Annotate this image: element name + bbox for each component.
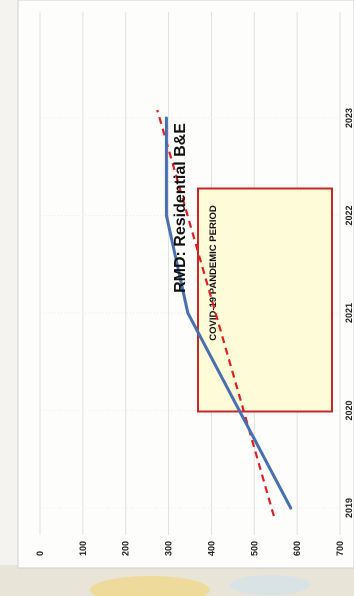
- chart-title: RMD: Residential B&E: [172, 123, 189, 293]
- value-tick-label-600: 600: [292, 541, 302, 556]
- value-tick-label-300: 300: [164, 541, 174, 556]
- annotation-layer: COVID-19 PANDEMIC PERIOD: [197, 187, 333, 413]
- axis-layer: 0 100 200 300 400 500 600 700 2019 2020 2021 2022 20…: [35, 108, 354, 556]
- year-tick-label-2023: 2023: [344, 108, 354, 128]
- series-layer: [156, 109, 293, 517]
- value-tick-label-100: 100: [78, 541, 88, 556]
- value-tick-label-700: 700: [335, 541, 345, 556]
- background-blur-blue: [230, 575, 310, 595]
- value-tick-label-200: 200: [121, 541, 131, 556]
- annotation-label-0: COVID-19 PANDEMIC PERIOD: [208, 205, 219, 341]
- year-tick-label-2021: 2021: [344, 303, 354, 323]
- year-tick-label-2019: 2019: [344, 498, 354, 518]
- value-tick-label-0: 0: [35, 551, 45, 556]
- year-tick-label-2020: 2020: [344, 400, 354, 420]
- value-tick-label-500: 500: [249, 541, 259, 556]
- value-tick-label-400: 400: [206, 541, 216, 556]
- year-tick-label-2022: 2022: [344, 205, 354, 225]
- trendline: [156, 109, 275, 517]
- background-blur-yellow: [90, 576, 210, 596]
